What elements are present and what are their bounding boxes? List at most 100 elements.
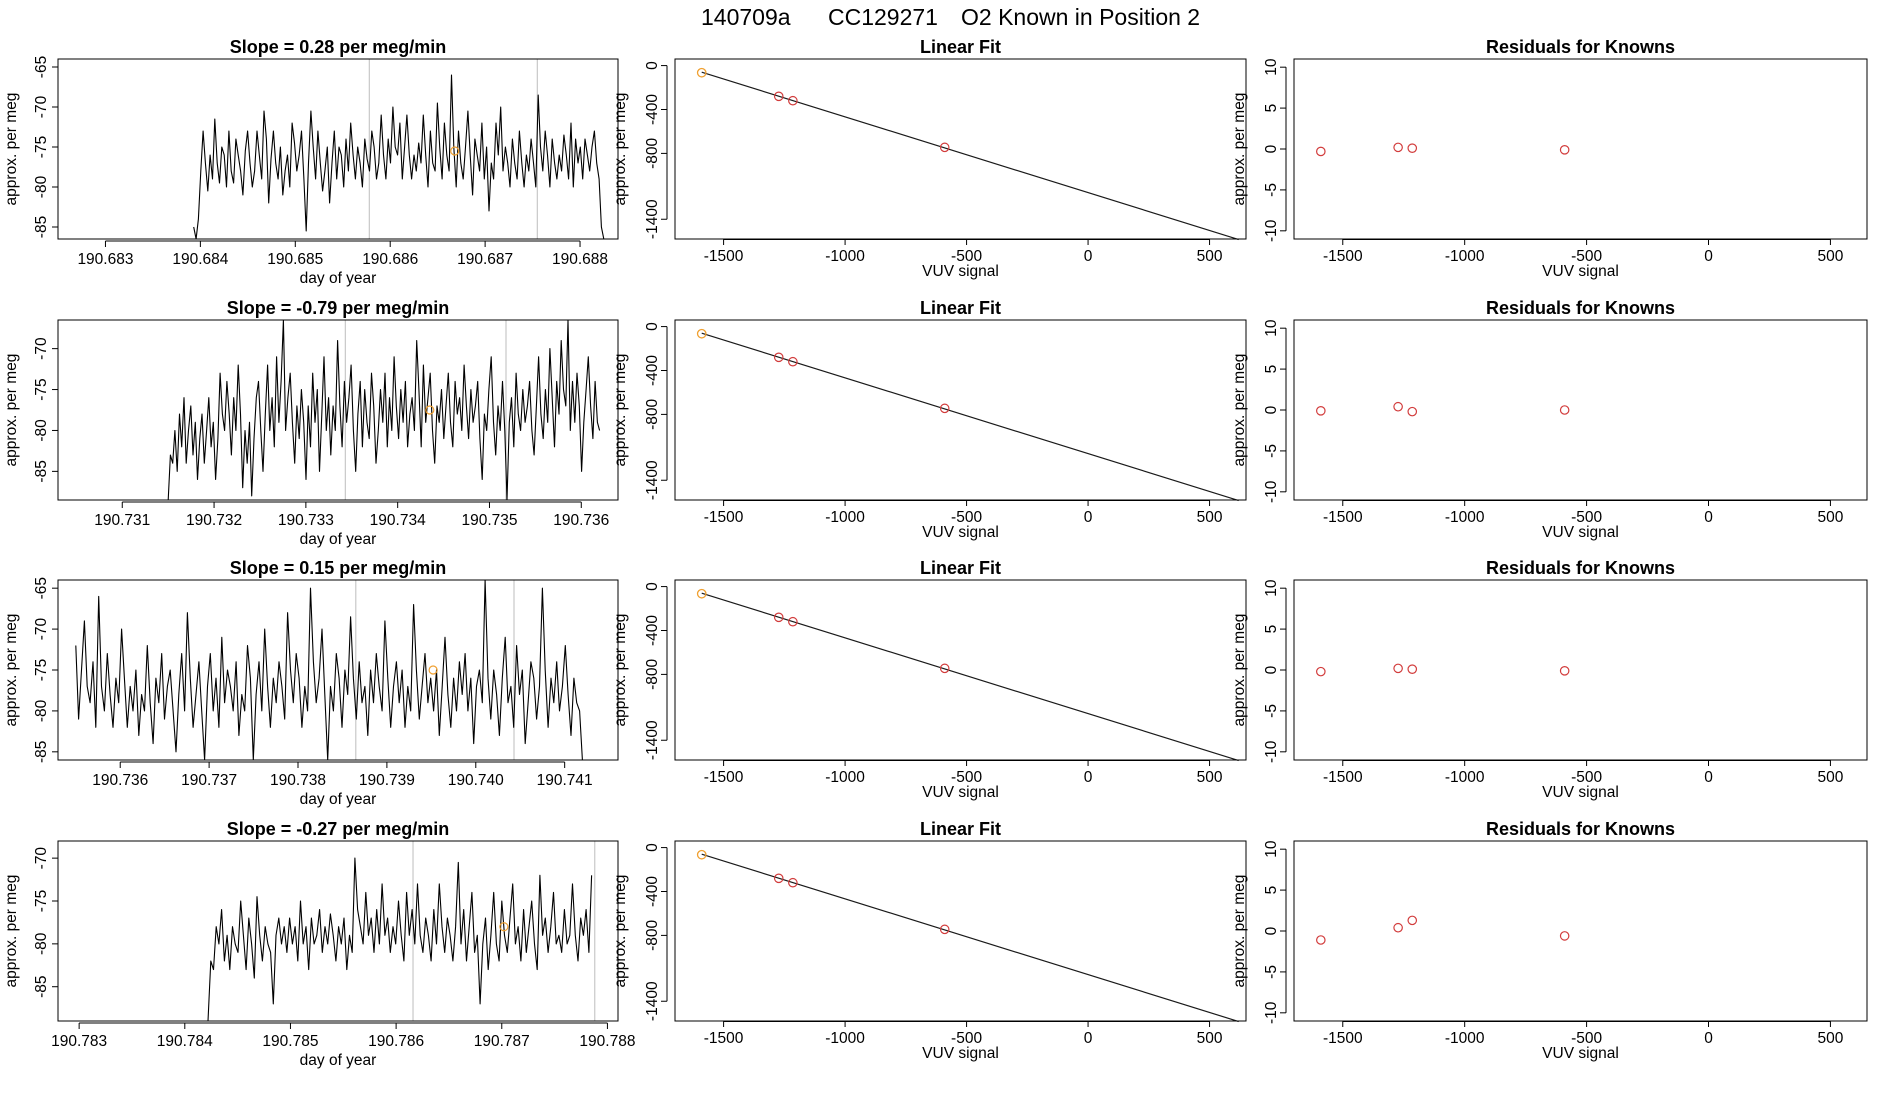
x-tick-label: 190.738 [270, 772, 326, 789]
panel-title: Residuals for Knowns [1486, 298, 1675, 318]
y-tick-label: -800 [644, 138, 661, 169]
x-tick-label: 190.732 [186, 512, 242, 529]
data-point [788, 95, 798, 106]
y-tick-label: 0 [644, 322, 661, 331]
y-axis-label: approx. per meg [3, 354, 20, 467]
x-axis-label: VUV signal [1542, 1045, 1619, 1062]
y-tick-label: -400 [644, 615, 661, 646]
y-axis-label: approx. per meg [3, 93, 20, 206]
x-tick-label: 190.739 [359, 772, 415, 789]
timeseries-panel-4: Slope = -0.27 per meg/min 190.783 190.784 1… [3, 819, 635, 1069]
data-point [939, 663, 950, 674]
data-point [788, 877, 798, 888]
data-point [788, 616, 798, 627]
x-tick-label: 190.737 [181, 772, 237, 789]
x-tick-label: -1000 [825, 1030, 865, 1047]
x-tick-label: -1000 [825, 509, 865, 526]
timeseries-panel-2: Slope = -0.79 per meg/min 190.731 190.732 1… [3, 298, 619, 548]
y-tick-label: 5 [1263, 886, 1280, 895]
x-tick-label: -1000 [825, 248, 865, 265]
y-tick-label: -400 [644, 355, 661, 386]
y-tick-label: 0 [1263, 926, 1280, 935]
y-axis-label: approx. per meg [3, 875, 20, 988]
x-tick-label: 0 [1704, 248, 1713, 265]
x-tick-label: 190.784 [157, 1033, 213, 1050]
known-marker [450, 146, 460, 156]
known-marker [499, 922, 509, 932]
x-tick-label: 190.685 [267, 251, 323, 268]
data-series-line [193, 74, 605, 239]
x-tick-label: 190.686 [362, 251, 418, 268]
y-tick-label: -85 [33, 741, 50, 763]
residual-point [1316, 146, 1326, 157]
x-tick-label: 190.740 [448, 772, 504, 789]
x-tick-label: 190.687 [457, 251, 513, 268]
panel-title: Slope = 0.28 per meg/min [230, 37, 447, 57]
y-tick-label: -75 [33, 136, 50, 158]
x-tick-label: 0 [1704, 769, 1713, 786]
linear-fit-panel-4: Linear Fit -1500 -1000 -500 0 500 0 -400 -800 -14… [612, 819, 1247, 1062]
x-tick-label: -500 [951, 1030, 982, 1047]
residual-point [1559, 145, 1570, 155]
x-axis-label: VUV signal [1542, 784, 1619, 801]
residual-point [1393, 401, 1403, 412]
x-tick-label: 190.734 [370, 512, 426, 529]
y-tick-label: -400 [644, 876, 661, 907]
data-point [773, 352, 784, 363]
y-tick-label: -75 [33, 659, 50, 681]
y-axis-label: approx. per meg [1231, 354, 1248, 467]
x-tick-label: 0 [1704, 509, 1713, 526]
residual-point [1407, 143, 1418, 153]
x-tick-label: 0 [1704, 1030, 1713, 1047]
y-axis-label: approx. per meg [612, 354, 629, 467]
y-tick-label: -70 [33, 95, 50, 118]
x-tick-label: 500 [1197, 248, 1223, 265]
x-tick-label: -500 [951, 509, 982, 526]
x-axis-label: VUV signal [922, 524, 999, 541]
x-tick-label: -1500 [704, 248, 744, 265]
residuals-panel-3: Residuals for Knowns -1500 -1000 -500 0 500 -1… [1231, 558, 1868, 801]
y-tick-label: -1400 [644, 460, 661, 500]
x-tick-label: 190.787 [474, 1033, 530, 1050]
y-tick-label: 5 [1263, 625, 1280, 634]
data-point [773, 91, 784, 102]
residual-point [1393, 922, 1403, 933]
figure-title-known: O2 Known in Position 2 [961, 4, 1200, 30]
plot-frame [1293, 58, 1868, 240]
y-axis-label: approx. per meg [3, 614, 20, 727]
y-tick-label: 10 [1263, 840, 1280, 858]
x-tick-label: -1000 [1445, 769, 1485, 786]
y-tick-label: -85 [33, 216, 50, 238]
x-tick-label: 190.683 [77, 251, 133, 268]
x-tick-label: -1500 [704, 769, 744, 786]
timeseries-panel-3: Slope = 0.15 per meg/min 190.736 190.737 19… [3, 558, 619, 808]
panel-title: Slope = 0.15 per meg/min [230, 558, 447, 578]
y-tick-label: 0 [1263, 665, 1280, 674]
residual-point [1316, 935, 1326, 945]
y-tick-label: -65 [33, 577, 50, 599]
y-axis-label: approx. per meg [1231, 875, 1248, 988]
y-tick-label: -80 [33, 699, 50, 722]
x-tick-label: 500 [1197, 509, 1223, 526]
y-tick-label: -70 [33, 847, 50, 870]
plot-frame [674, 58, 1247, 240]
y-tick-label: -10 [1263, 1001, 1280, 1024]
plot-frame [674, 579, 1247, 761]
y-tick-label: -10 [1263, 219, 1280, 242]
known-point [696, 849, 707, 860]
x-tick-label: 190.735 [461, 512, 517, 529]
plot-frame [57, 58, 619, 240]
y-tick-label: -70 [33, 337, 50, 360]
y-axis-label: approx. per meg [612, 93, 629, 206]
x-tick-label: -500 [1571, 248, 1602, 265]
x-axis-label: VUV signal [1542, 263, 1619, 280]
data-series-line [167, 320, 601, 500]
y-tick-label: 0 [644, 582, 661, 591]
linear-fit-panel-2: Linear Fit -1500 -1000 -500 0 500 0 -400 -800 -14… [612, 298, 1247, 541]
residual-point [1559, 666, 1570, 676]
panel-title: Linear Fit [920, 298, 1001, 318]
y-tick-label: 5 [1263, 104, 1280, 113]
known-point [696, 67, 707, 78]
data-series-line [75, 580, 583, 760]
known-point [696, 588, 707, 599]
